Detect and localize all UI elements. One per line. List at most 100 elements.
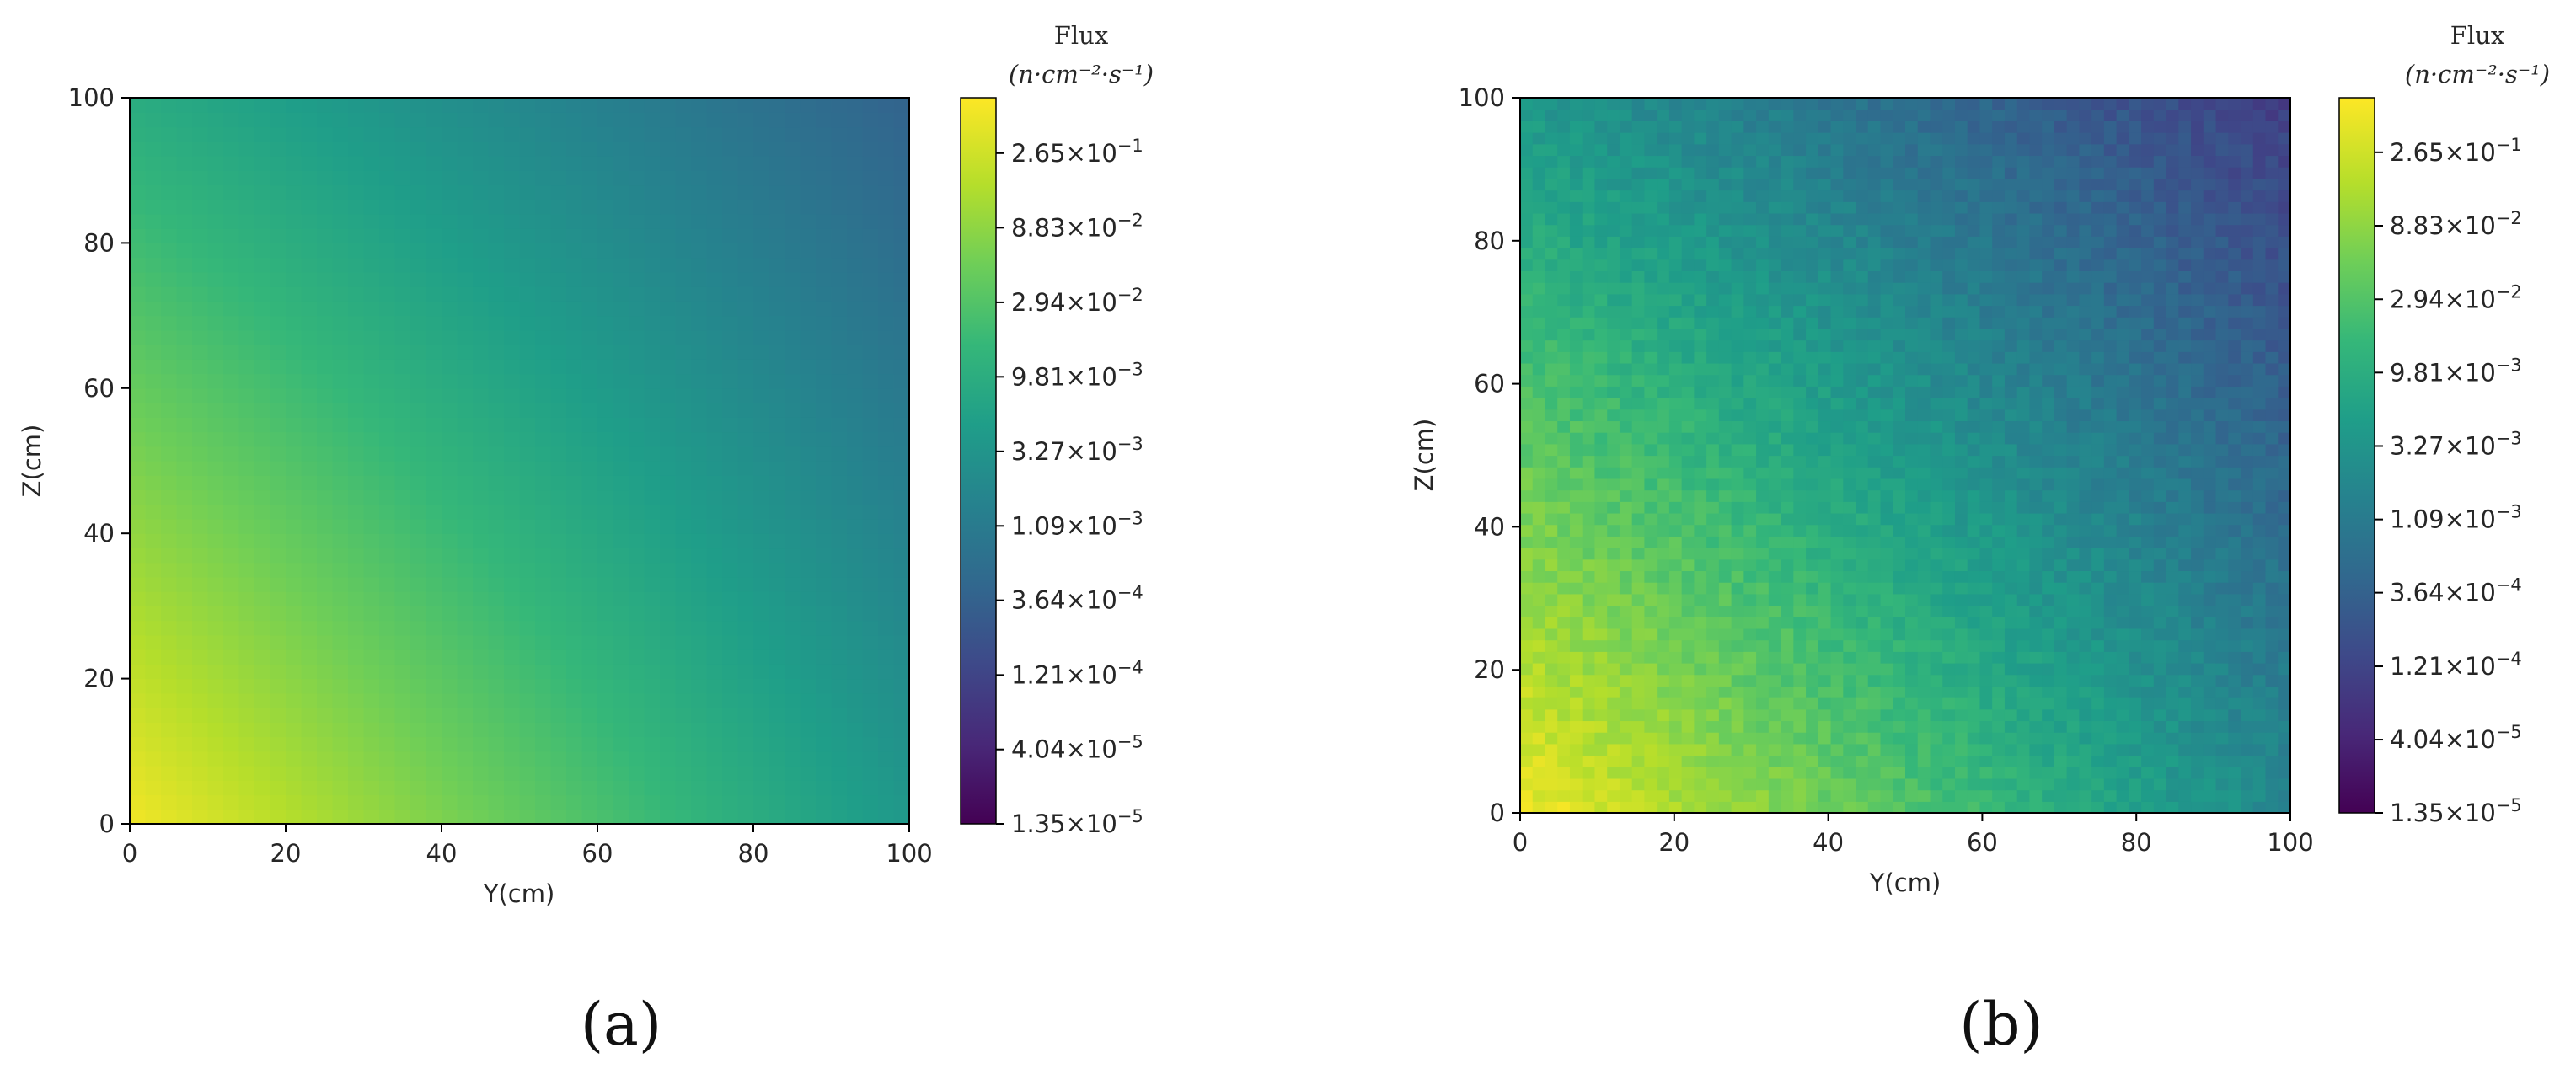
heatmap-cell [1668, 662, 1683, 676]
heatmap-cell [581, 345, 598, 360]
heatmap-cell [286, 126, 303, 142]
heatmap-cell [1607, 570, 1620, 583]
heatmap-cell [660, 620, 677, 636]
heatmap-cell [410, 489, 427, 505]
heatmap-cell [1557, 593, 1571, 606]
heatmap-cell [519, 403, 536, 418]
heatmap-cell [722, 126, 739, 142]
heatmap-cell [2079, 777, 2092, 791]
heatmap-cell [816, 257, 833, 273]
heatmap-cell [1756, 617, 1770, 629]
heatmap-cell [675, 576, 692, 592]
heatmap-cell [581, 417, 598, 433]
heatmap-cell [550, 112, 567, 128]
heatmap-cell [2278, 478, 2291, 491]
heatmap-cell [2079, 455, 2092, 468]
heatmap-cell [2228, 582, 2241, 595]
heatmap-cell [332, 533, 349, 549]
heatmap-cell [581, 301, 598, 317]
heatmap-cell [363, 794, 380, 810]
heatmap-cell [1718, 351, 1733, 364]
heatmap-cell [254, 533, 271, 549]
heatmap-cell [1694, 398, 1707, 410]
heatmap-cell [1756, 536, 1770, 548]
heatmap-cell [2203, 512, 2217, 526]
heatmap-cell [2091, 732, 2105, 745]
heatmap-cell [691, 315, 708, 331]
heatmap-cell [1793, 524, 1807, 537]
heatmap-cell [737, 315, 754, 331]
heatmap-cell [1644, 686, 1658, 698]
heatmap-cell [1582, 743, 1596, 756]
heatmap-cell [410, 634, 427, 650]
heatmap-cell [1979, 651, 1993, 664]
heatmap-cell [550, 678, 567, 694]
heatmap-cell [800, 98, 817, 113]
heatmap-cell [535, 98, 552, 113]
heatmap-cell [2054, 639, 2068, 652]
heatmap-cell [613, 634, 629, 650]
heatmap-cell [1743, 789, 1757, 802]
heatmap-cell [2178, 767, 2192, 779]
heatmap-cell [2103, 570, 2118, 583]
heatmap-cell [176, 155, 193, 171]
heatmap-cell [1843, 755, 1856, 767]
heatmap-cell [363, 504, 380, 520]
heatmap-cell [192, 170, 209, 186]
heatmap-cell [660, 155, 677, 171]
heatmap-cell [660, 649, 677, 665]
heatmap-cell [1681, 686, 1695, 698]
heatmap-cell [301, 257, 318, 273]
heatmap-cell [2166, 501, 2179, 514]
heatmap-cell [394, 664, 411, 680]
heatmap-cell [254, 359, 271, 375]
heatmap-cell [1880, 443, 1893, 457]
heatmap-cell [753, 794, 770, 810]
heatmap-cell [254, 257, 271, 273]
heatmap-cell [2129, 651, 2142, 664]
heatmap-cell [2278, 755, 2291, 767]
heatmap-cell [706, 794, 723, 810]
heatmap-cell [1781, 432, 1794, 445]
heatmap-cell [878, 620, 895, 636]
heatmap-cell [2278, 398, 2291, 410]
heatmap-cell [1880, 605, 1893, 617]
heatmap-cell [504, 228, 521, 243]
heatmap-cell [1992, 628, 2006, 641]
heatmap-cell [1569, 662, 1583, 676]
heatmap-cell [706, 692, 723, 708]
heatmap-cell [769, 461, 785, 476]
heatmap-cell [363, 271, 380, 287]
heatmap-cell [1743, 432, 1757, 445]
heatmap-cell [753, 708, 770, 723]
heatmap-cell [1545, 512, 1558, 526]
heatmap-cell [1843, 501, 1856, 514]
heatmap-cell [1644, 755, 1658, 767]
heatmap-cell [1668, 789, 1683, 802]
heatmap-cell [597, 678, 614, 694]
heatmap-cell [457, 315, 474, 331]
heatmap-cell [192, 403, 209, 418]
heatmap-cell [1681, 674, 1695, 687]
heatmap-cell [2166, 362, 2179, 376]
heatmap-cell [488, 446, 505, 462]
heatmap-cell [2103, 662, 2118, 676]
heatmap-cell [2153, 489, 2167, 502]
heatmap-cell [1905, 570, 1919, 583]
heatmap-cell [660, 301, 677, 317]
heatmap-cell [363, 170, 380, 186]
heatmap-cell [1768, 351, 1782, 364]
heatmap-cell [1843, 605, 1856, 617]
heatmap-cell [1905, 467, 1919, 479]
heatmap-cell [2228, 362, 2241, 376]
heatmap-cell [706, 155, 723, 171]
heatmap-cell [2029, 398, 2043, 410]
heatmap-cell [769, 751, 785, 767]
heatmap-cell [2265, 697, 2279, 710]
heatmap-cell [1668, 467, 1683, 479]
heatmap-cell [1856, 362, 1869, 376]
heatmap-cell [769, 634, 785, 650]
heatmap-cell [254, 315, 271, 331]
heatmap-cell [270, 431, 287, 447]
heatmap-cell [550, 98, 567, 113]
